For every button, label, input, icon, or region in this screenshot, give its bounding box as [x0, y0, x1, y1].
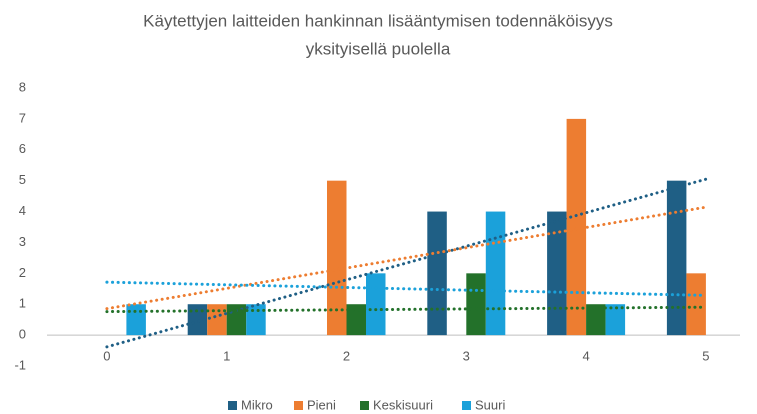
- legend-label: Mikro: [241, 397, 273, 412]
- y-tick-label: 6: [19, 141, 26, 156]
- bar: [686, 273, 706, 336]
- legend-label: Pieni: [307, 397, 336, 412]
- x-tick-label: 4: [582, 348, 589, 363]
- chart-title: Käytettyjen laitteiden hankinnan lisäänt…: [143, 11, 613, 30]
- bar: [485, 211, 506, 336]
- y-tick-label: 8: [19, 79, 26, 94]
- bar: [605, 304, 626, 336]
- y-tick-label: 0: [19, 327, 26, 342]
- y-tick-label: 1: [19, 296, 26, 311]
- x-tick-label: 1: [223, 348, 230, 363]
- bar: [366, 273, 386, 336]
- bar: [126, 304, 146, 336]
- bar: [327, 180, 347, 336]
- bar: [346, 304, 366, 336]
- x-tick-label: 3: [463, 348, 470, 363]
- legend-swatch: [294, 401, 303, 410]
- y-tick-label: 7: [19, 110, 26, 125]
- trendline: [105, 305, 708, 314]
- bar: [666, 180, 687, 336]
- bar: [547, 211, 567, 336]
- legend-swatch: [462, 401, 471, 410]
- x-tick-label: 0: [103, 348, 110, 363]
- y-tick-label: 4: [19, 203, 26, 218]
- y-tick-label: 2: [19, 265, 26, 280]
- bar: [207, 304, 227, 336]
- bar: [586, 304, 606, 336]
- bar: [566, 118, 587, 336]
- bar: [466, 273, 486, 336]
- legend-label: Suuri: [475, 397, 505, 412]
- bar: [427, 211, 447, 336]
- legend-label: Keskisuuri: [373, 397, 433, 412]
- y-tick-label: 5: [19, 172, 26, 187]
- trendline: [105, 280, 708, 297]
- x-tick-label: 5: [702, 348, 709, 363]
- bar: [246, 304, 266, 336]
- legend-swatch: [228, 401, 237, 410]
- chart-title: yksityisellä puolella: [306, 39, 451, 58]
- y-tick-label: -1: [14, 357, 26, 372]
- x-tick-label: 2: [343, 348, 350, 363]
- legend-swatch: [360, 401, 369, 410]
- trendline: [105, 205, 708, 311]
- y-tick-label: 3: [19, 234, 26, 249]
